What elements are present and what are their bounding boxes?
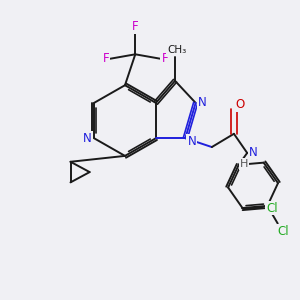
Text: N: N [249,146,258,159]
Text: O: O [236,98,245,111]
Text: N: N [188,135,196,148]
Text: F: F [103,52,109,65]
Text: Cl: Cl [266,202,278,214]
Text: F: F [132,20,139,33]
Text: F: F [161,52,168,65]
Text: CH₃: CH₃ [167,45,186,55]
Text: N: N [83,132,92,145]
Text: Cl: Cl [278,225,290,238]
Text: H: H [240,159,248,169]
Text: N: N [198,96,206,110]
